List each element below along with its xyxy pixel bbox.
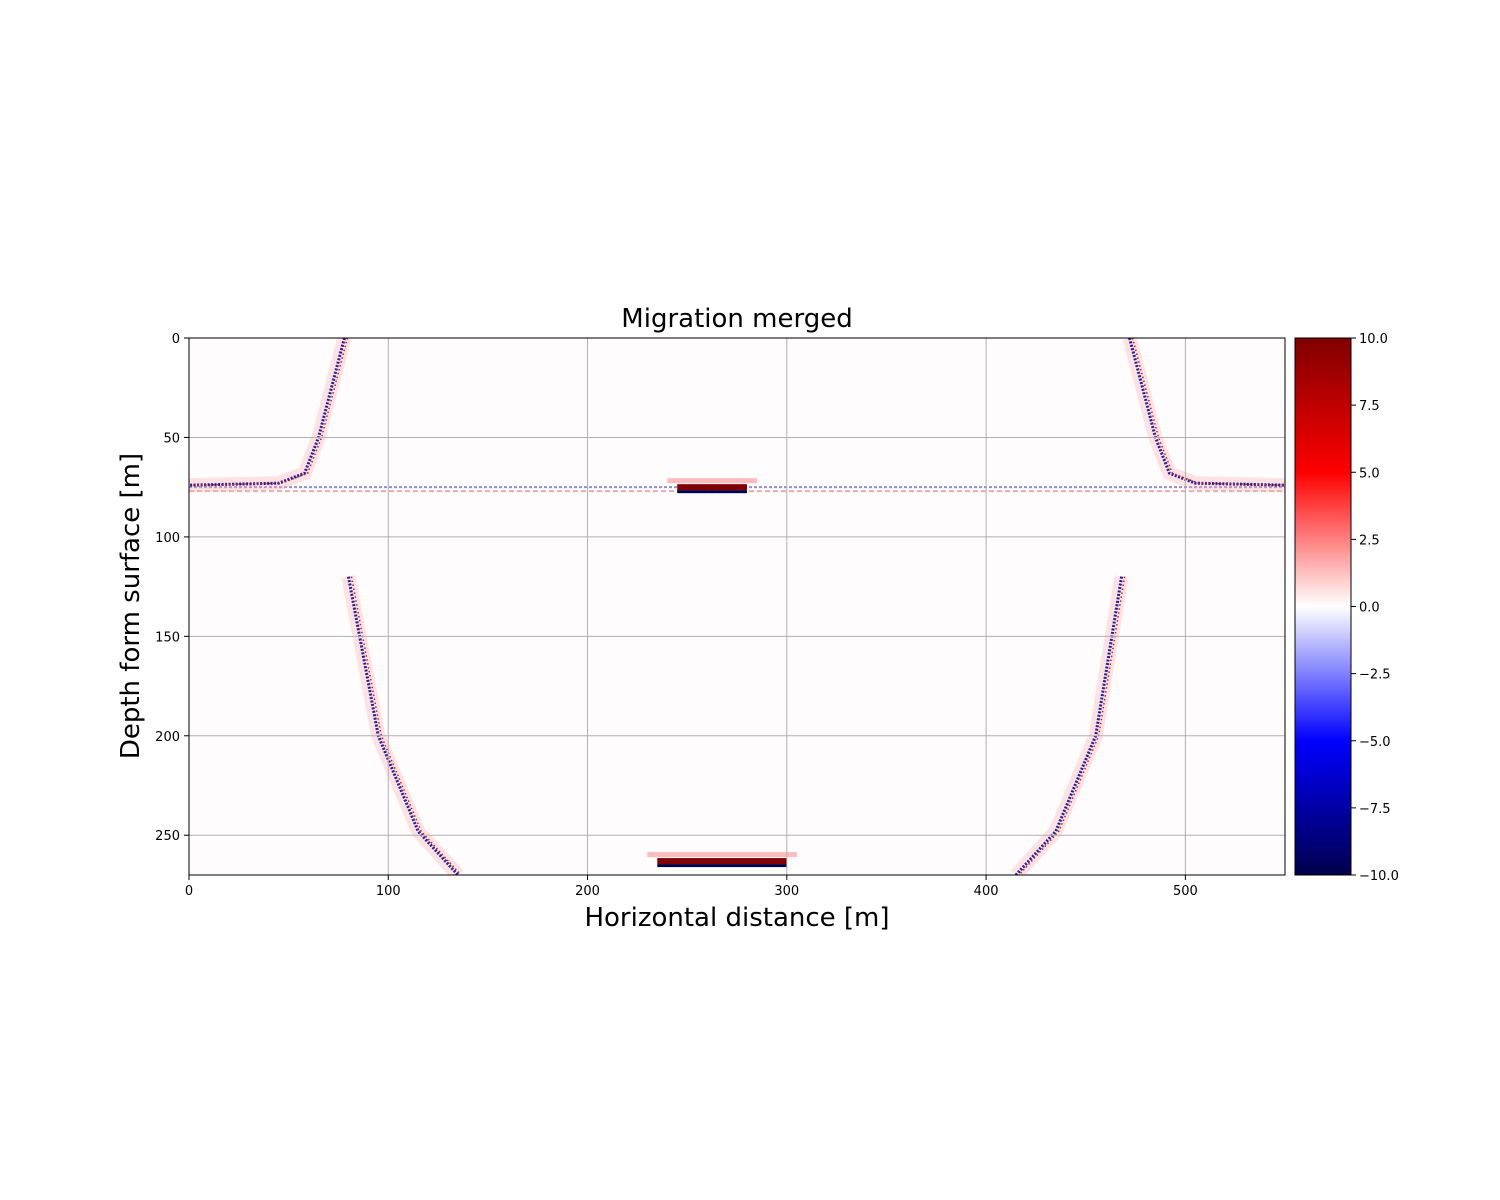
strong-reflector-2-halo	[647, 852, 797, 858]
y-tick-label: 50	[163, 431, 180, 446]
dipping-event-3	[189, 338, 346, 487]
y-tick-label: 0	[172, 332, 180, 347]
strong-reflector-1-halo	[667, 478, 757, 484]
x-tick-label: 300	[774, 884, 799, 899]
x-tick-label: 500	[1173, 884, 1198, 899]
chart-title: Migration merged	[621, 304, 852, 334]
y-tick-label: 100	[155, 531, 180, 546]
plot-area	[189, 338, 1285, 875]
colorbar-tick-label: −5.0	[1359, 735, 1391, 750]
x-tick-label: 100	[376, 884, 401, 899]
y-axis: 0 50 100 150 200 250	[155, 332, 189, 844]
colorbar-tick-label: −10.0	[1359, 869, 1399, 884]
colorbar-tick-label: 0.0	[1359, 601, 1380, 616]
dipping-event-4-phase	[1131, 338, 1285, 486]
colorbar-axis: 10.0 7.5 5.0 2.5 0.0 −2.5 −5.0 −7.5 −10.0	[1351, 332, 1399, 884]
dipping-event-6-phase	[1018, 576, 1126, 875]
plot-frame	[188, 337, 1286, 876]
seismic-image	[189, 338, 1285, 875]
y-tick-label: 150	[155, 630, 180, 645]
x-axis-label: Horizontal distance [m]	[584, 903, 889, 933]
colorbar-tick-label: −2.5	[1359, 668, 1391, 683]
y-axis-label: Depth form surface [m]	[116, 453, 146, 759]
colorbar	[1294, 337, 1352, 876]
dipping-event-6	[1014, 576, 1124, 875]
dipping-event-4	[1128, 338, 1285, 487]
strong-reflector-2-trough	[657, 864, 787, 868]
y-tick-label: 250	[155, 829, 180, 844]
dipping-event-5	[346, 576, 460, 875]
x-axis: 0 100 200 300 400 500	[185, 875, 1198, 899]
colorbar-tick-label: 2.5	[1359, 533, 1380, 548]
x-tick-label: 400	[974, 884, 999, 899]
colorbar-tick-label: −7.5	[1359, 802, 1391, 817]
x-tick-label: 0	[185, 884, 193, 899]
dipping-event-5-phase	[350, 576, 462, 875]
strong-reflector-2	[657, 858, 787, 865]
x-tick-label: 200	[575, 884, 600, 899]
y-tick-label: 200	[155, 730, 180, 745]
dipping-event-3-phase	[191, 338, 349, 486]
strong-reflector-1-trough	[677, 490, 747, 494]
colorbar-tick-label: 10.0	[1359, 332, 1388, 347]
strong-reflector-1	[677, 484, 747, 491]
colorbar-tick-label: 5.0	[1359, 466, 1380, 481]
colorbar-tick-label: 7.5	[1359, 399, 1380, 414]
